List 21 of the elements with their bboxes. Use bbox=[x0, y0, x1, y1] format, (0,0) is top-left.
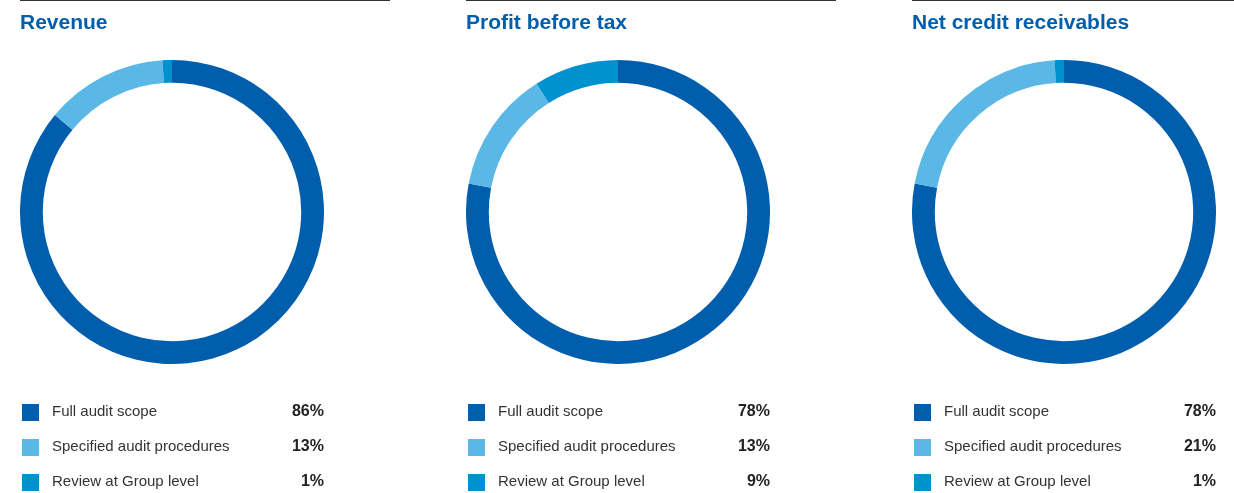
legend-label: Specified audit procedures bbox=[944, 437, 1122, 454]
legend-label: Review at Group level bbox=[498, 472, 645, 489]
legend-label: Full audit scope bbox=[498, 402, 604, 419]
legend-label: Review at Group level bbox=[944, 472, 1091, 489]
legend-label: Full audit scope bbox=[52, 402, 158, 419]
data-label: 1% bbox=[1192, 472, 1216, 490]
data-label: 78% bbox=[1183, 402, 1216, 420]
legend-label: Full audit scope bbox=[944, 402, 1050, 419]
data-label: 86% bbox=[291, 402, 324, 420]
data-label: 13% bbox=[737, 437, 770, 455]
data-label: 21% bbox=[1183, 437, 1216, 455]
legend-label: Specified audit procedures bbox=[498, 437, 676, 454]
data-label: 13% bbox=[291, 437, 324, 455]
legend-label: Specified audit procedures bbox=[52, 437, 230, 454]
data-label: 9% bbox=[746, 472, 770, 490]
legend-label: Review at Group level bbox=[52, 472, 199, 489]
data-label: 1% bbox=[300, 472, 324, 490]
chart-title: Revenue bbox=[20, 10, 108, 34]
data-label: 78% bbox=[737, 402, 770, 420]
chart-title: Net credit receivables bbox=[912, 10, 1130, 34]
chart-title: Profit before tax bbox=[466, 10, 628, 34]
